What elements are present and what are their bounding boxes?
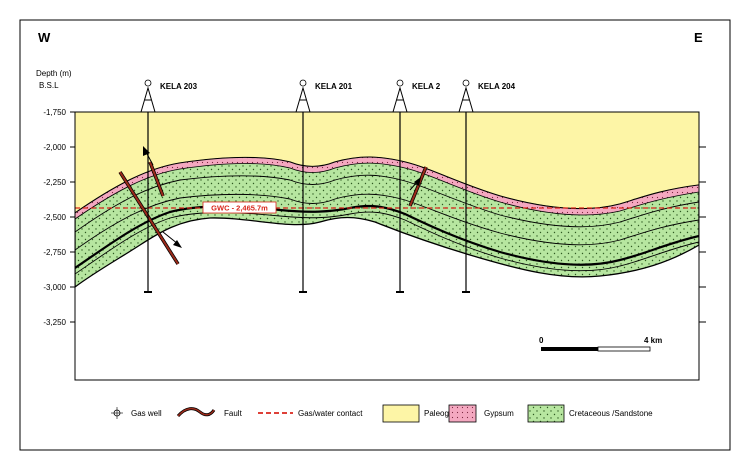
well-kela-204: KELA 204 (458, 79, 516, 293)
gas-well-icon (144, 79, 152, 87)
y-tick-label: -2,500 (43, 213, 66, 222)
y-tick-label: -2,750 (43, 248, 66, 257)
gypsum-swatch (448, 404, 477, 423)
well-label: KELA 203 (160, 82, 198, 91)
faults (118, 146, 428, 265)
east-label: E (694, 30, 703, 45)
paleogene-swatch (382, 404, 420, 423)
paleogene-layer (75, 112, 699, 213)
gas-well-icon (396, 79, 404, 87)
west-label: W (38, 30, 51, 45)
well-label: KELA 201 (315, 82, 353, 91)
well-label: KELA 204 (478, 82, 516, 91)
y-tick-label: -2,250 (43, 178, 66, 187)
plot-border (74, 111, 700, 381)
y-tick-label: -2,000 (43, 143, 66, 152)
legend-fault: Fault (224, 409, 243, 418)
well-kela-2: KELA 2 (392, 79, 441, 293)
y-axis: -1,750 -2,000 -2,250 -2,500 -2,750 -3,00… (43, 108, 706, 327)
well-kela-201: KELA 201 (295, 79, 353, 293)
gwc-label-box (202, 201, 277, 214)
legend-paleogene: Paleogene (424, 409, 463, 418)
section-plot (75, 112, 699, 380)
legend: Gas well Fault Gas/water contact Paleoge… (111, 404, 653, 423)
legend-gypsum: Gypsum (484, 409, 514, 418)
scale-end-label: 4 km (644, 336, 662, 345)
y-tick-label: -3,000 (43, 283, 66, 292)
y-tick-label: -1,750 (43, 108, 66, 117)
cretaceous-swatch (527, 404, 565, 423)
legend-gas-water-contact: Gas/water contact (298, 409, 363, 418)
scale-bar: 0 4 km (539, 336, 662, 352)
axis-title-line1: Depth (m) (36, 69, 72, 78)
gypsum-layer (75, 156, 699, 220)
scale-start-label: 0 (539, 336, 544, 345)
axis-title-line2: B.S.L (39, 81, 59, 90)
gas-well-icon (299, 79, 307, 87)
well-label: KELA 2 (412, 82, 441, 91)
well-kela-203: KELA 203 (140, 79, 198, 293)
y-tick-label: -3,250 (43, 318, 66, 327)
legend-gas-well: Gas well (131, 409, 162, 418)
legend-cretaceous: Cretaceous /Sandstone (569, 409, 653, 418)
gwc-label: GWC - 2,465.7m (211, 204, 268, 213)
gas-well-icon (462, 79, 470, 87)
